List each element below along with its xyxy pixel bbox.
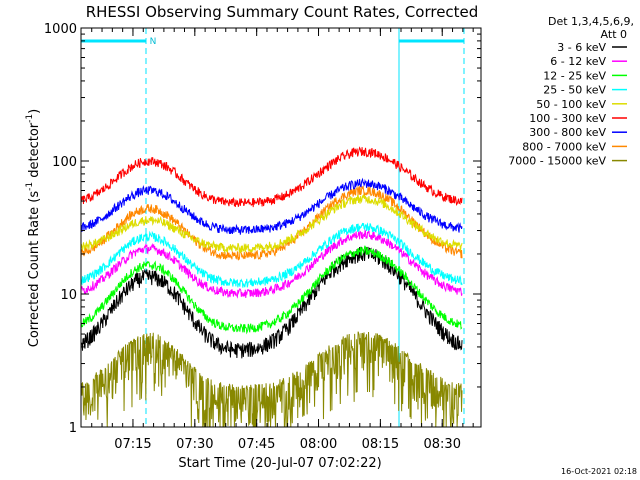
timestamp: 16-Oct-2021 02:18 xyxy=(561,467,637,476)
x-tick-label: 08:30 xyxy=(424,437,461,452)
y-tick-label: 100 xyxy=(52,155,77,170)
x-tick-label: 07:15 xyxy=(114,437,151,452)
y-axis-label: Corrected Count Rate (s-1 detector-1) xyxy=(25,109,42,347)
axes: 1 10 100 1000 07:15 07:30 07:45 08:00 08:15 08:30 xyxy=(44,22,481,452)
chart-title: RHESSI Observing Summary Count Rates, Co… xyxy=(86,3,479,21)
x-tick-label: 07:30 xyxy=(176,437,213,452)
series-line xyxy=(80,228,463,299)
legend-entry-label: 50 - 100 keV xyxy=(536,98,606,111)
y-tick-label: 1000 xyxy=(44,22,77,37)
legend-entry-label: 800 - 7000 keV xyxy=(522,140,606,153)
legend-entry-label: 6 - 12 keV xyxy=(550,55,606,68)
plot-area: N xyxy=(80,28,465,428)
legend-entry-label: 7000 - 15000 keV xyxy=(508,155,606,168)
y-tick-label: 1 xyxy=(69,421,77,436)
x-tick-label: 07:45 xyxy=(238,437,275,452)
y-tick-label: 10 xyxy=(60,288,77,303)
night-label: N xyxy=(150,37,157,47)
series-line xyxy=(80,146,463,208)
legend-entry-label: 25 - 50 keV xyxy=(543,84,606,97)
legend-entry-label: 3 - 6 keV xyxy=(557,41,606,54)
series-line xyxy=(80,244,463,335)
series-line xyxy=(80,331,463,428)
series-line xyxy=(80,177,463,235)
series-line xyxy=(80,194,463,255)
series-line xyxy=(80,222,463,288)
x-tick-label: 08:00 xyxy=(300,437,337,452)
series-line xyxy=(80,246,463,359)
legend-header: Det 1,3,4,5,6,9, xyxy=(548,15,634,28)
plot-frame xyxy=(80,27,482,428)
x-axis-label: Start Time (20-Jul-07 07:02:22) xyxy=(178,456,381,471)
x-tick-label: 08:15 xyxy=(362,437,399,452)
legend-entry-label: 12 - 25 keV xyxy=(543,69,606,82)
legend-entry-label: 100 - 300 keV xyxy=(529,112,606,125)
legend-entry-label: 300 - 800 keV xyxy=(529,126,606,139)
legend-header: Att 0 xyxy=(601,28,627,41)
